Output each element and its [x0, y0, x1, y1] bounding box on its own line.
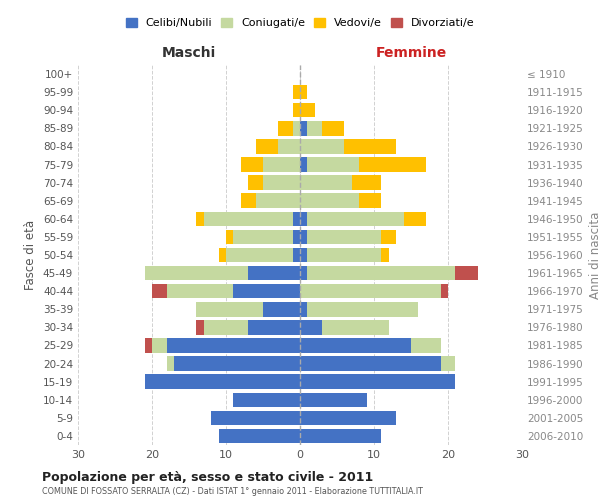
- Bar: [455, 266, 478, 280]
- Bar: [300, 103, 315, 118]
- Bar: [300, 392, 367, 407]
- Bar: [196, 212, 204, 226]
- Bar: [440, 284, 448, 298]
- Bar: [300, 85, 307, 100]
- Bar: [300, 428, 382, 443]
- Bar: [300, 176, 352, 190]
- Bar: [300, 338, 411, 352]
- Bar: [293, 103, 300, 118]
- Bar: [204, 320, 248, 334]
- Bar: [256, 194, 300, 208]
- Y-axis label: Fasce di età: Fasce di età: [25, 220, 37, 290]
- Bar: [233, 392, 300, 407]
- Bar: [293, 121, 300, 136]
- Bar: [404, 212, 426, 226]
- Bar: [226, 230, 233, 244]
- Bar: [263, 158, 300, 172]
- Bar: [411, 338, 440, 352]
- Bar: [167, 284, 233, 298]
- Bar: [145, 374, 300, 389]
- Bar: [300, 194, 359, 208]
- Bar: [248, 266, 300, 280]
- Bar: [196, 320, 204, 334]
- Bar: [322, 320, 389, 334]
- Bar: [300, 230, 307, 244]
- Bar: [204, 212, 293, 226]
- Bar: [226, 248, 293, 262]
- Bar: [300, 266, 307, 280]
- Bar: [307, 230, 382, 244]
- Bar: [344, 139, 396, 154]
- Bar: [300, 212, 307, 226]
- Bar: [152, 338, 167, 352]
- Bar: [256, 139, 278, 154]
- Bar: [241, 158, 263, 172]
- Bar: [248, 176, 263, 190]
- Text: COMUNE DI FOSSATO SERRALTA (CZ) - Dati ISTAT 1° gennaio 2011 - Elaborazione TUTT: COMUNE DI FOSSATO SERRALTA (CZ) - Dati I…: [42, 486, 423, 496]
- Bar: [352, 176, 382, 190]
- Bar: [307, 158, 359, 172]
- Text: Femmine: Femmine: [376, 46, 446, 60]
- Bar: [196, 302, 263, 316]
- Bar: [248, 320, 300, 334]
- Bar: [300, 320, 322, 334]
- Bar: [211, 410, 300, 425]
- Bar: [300, 158, 307, 172]
- Bar: [300, 139, 344, 154]
- Bar: [241, 194, 256, 208]
- Legend: Celibi/Nubili, Coniugati/e, Vedovi/e, Divorziati/e: Celibi/Nubili, Coniugati/e, Vedovi/e, Di…: [121, 14, 479, 33]
- Bar: [307, 302, 418, 316]
- Bar: [359, 158, 426, 172]
- Text: Maschi: Maschi: [162, 46, 216, 60]
- Bar: [300, 248, 307, 262]
- Bar: [218, 248, 226, 262]
- Bar: [300, 121, 307, 136]
- Bar: [382, 230, 396, 244]
- Bar: [322, 121, 344, 136]
- Bar: [382, 248, 389, 262]
- Bar: [307, 212, 404, 226]
- Bar: [278, 139, 300, 154]
- Bar: [293, 85, 300, 100]
- Bar: [263, 176, 300, 190]
- Bar: [278, 121, 293, 136]
- Bar: [233, 230, 293, 244]
- Bar: [300, 374, 455, 389]
- Bar: [145, 266, 248, 280]
- Bar: [174, 356, 300, 371]
- Bar: [300, 284, 440, 298]
- Bar: [359, 194, 382, 208]
- Bar: [300, 302, 307, 316]
- Bar: [218, 428, 300, 443]
- Bar: [307, 266, 455, 280]
- Bar: [167, 356, 174, 371]
- Bar: [145, 338, 152, 352]
- Bar: [293, 230, 300, 244]
- Bar: [293, 248, 300, 262]
- Bar: [307, 248, 382, 262]
- Bar: [300, 356, 440, 371]
- Y-axis label: Anni di nascita: Anni di nascita: [589, 212, 600, 298]
- Bar: [300, 410, 396, 425]
- Text: Popolazione per età, sesso e stato civile - 2011: Popolazione per età, sesso e stato civil…: [42, 472, 373, 484]
- Bar: [167, 338, 300, 352]
- Bar: [263, 302, 300, 316]
- Bar: [440, 356, 455, 371]
- Bar: [233, 284, 300, 298]
- Bar: [293, 212, 300, 226]
- Bar: [152, 284, 167, 298]
- Bar: [307, 121, 322, 136]
